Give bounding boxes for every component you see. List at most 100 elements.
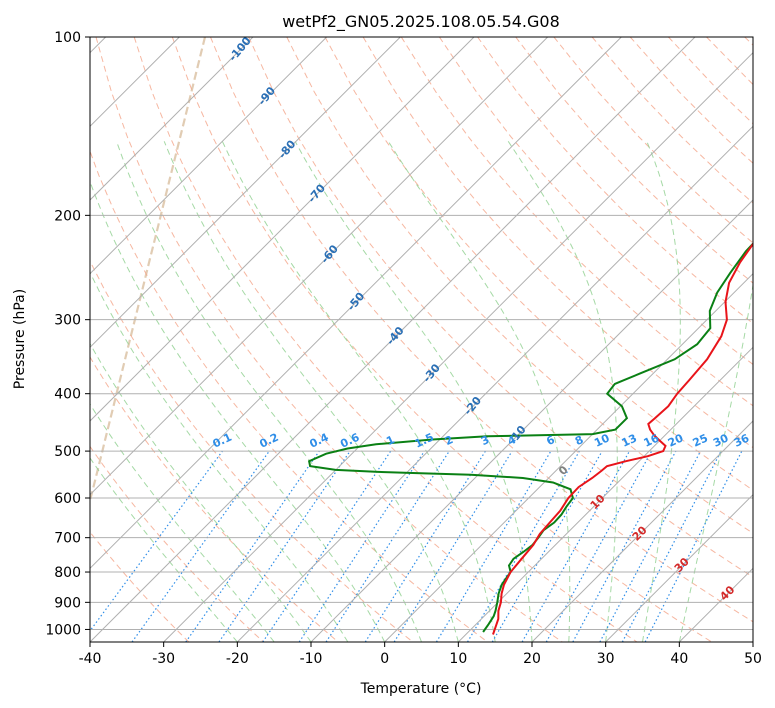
moist-adiabat [221,141,496,642]
dry-adiabat [744,37,753,46]
moist-adiabat [387,141,571,642]
dry-adiabat [90,149,488,642]
mixing-ratio-label: 30 [711,431,731,449]
mixing-ratio-line [262,450,392,642]
mixing-ratio-line [90,450,223,632]
title-layer: wetPf2_GN05.2025.108.05.54.G08 [282,12,560,32]
y-tick-label: 400 [54,387,81,403]
dry-adiabat [438,37,753,366]
y-tick-label: 300 [54,313,81,329]
x-tick-label: -10 [300,651,323,667]
mixing-ratio-line [218,450,351,642]
dry-adiabat [95,37,563,642]
isotherm-line [605,493,753,642]
x-axis-title: Temperature (°C) [360,681,482,697]
isotherm-line [90,37,475,422]
dry-adiabat [90,445,264,642]
mixing-ratio-label: 25 [691,432,710,450]
plot-frame [89,36,754,643]
mixing-ratio-line [466,450,580,642]
y-tick-label: 200 [54,208,81,224]
mixing-ratio-line [644,450,743,642]
y-tick-label: 500 [54,444,81,460]
dewpoint-line [307,242,753,633]
mixing-ratio-label: 2 [443,433,455,448]
mixing-ratio-line [325,450,450,642]
dry-adiabat [90,259,414,642]
mixing-ratio-label: 36 [732,431,752,449]
x-tick-label: 20 [523,651,541,667]
mixing-ratio-line [545,450,653,642]
dry-adiabat [133,37,638,642]
wet-bulb-zero-label: 0 [556,463,571,478]
isotherm-line [90,37,622,570]
mixing-ratio-label: 8 [573,433,585,448]
dry-adiabat [668,37,753,125]
grid-lines [90,37,753,642]
tan-curve [90,37,207,506]
isotherm-line [678,567,753,642]
dry-adiabat [324,37,753,491]
mixing-ratio-label: 0.2 [257,431,280,451]
dry-adiabat-label: 40 [717,583,737,603]
dry-adiabat-label: 20 [630,523,650,543]
mixing-ratio-line [435,450,552,642]
x-tick-label: 40 [670,651,688,667]
mixing-ratio-label: 13 [620,432,639,450]
moist-adiabat [116,141,422,642]
isotherm-line [752,641,753,642]
dry-adiabat [706,37,753,86]
isotherm-line [90,37,328,275]
moist-adiabat [90,271,349,642]
x-tick-label: 30 [597,651,615,667]
chart-title: wetPf2_GN05.2025.108.05.54.G08 [282,12,560,32]
x-tick-label: 10 [449,651,467,667]
dry-adiabat [90,356,339,642]
mixing-ratio-label: 16 [642,431,662,449]
profiles [307,242,753,635]
y-axis-title: Pressure (hPa) [12,289,28,389]
dry-adiabat [591,37,753,204]
mixing-ratio-line [599,450,702,642]
x-tick-label: -40 [79,651,102,667]
mixing-ratio-label: 0.4 [307,431,330,451]
isotherm-line [90,37,696,642]
mixing-ratio-line [298,450,425,642]
isotherm-line [90,37,254,201]
isotherm-line [384,272,753,642]
mixing-ratio-line [491,450,603,642]
dry-adiabat [553,37,753,244]
dry-adiabat [477,37,753,325]
dry-adiabat [210,37,753,623]
y-tick-label: 800 [54,565,81,581]
isotherm-line [236,125,753,642]
temperature-line [492,242,753,635]
mixing-ratio-label: 10 [592,431,612,449]
isotherm-line [90,37,401,349]
isotherm-line [310,199,753,642]
mixing-ratio-label: 0.1 [211,431,234,451]
isopleth-labels: -100-90-80-70-60-50-40-30-20-100.1 0.2 0.4… [211,34,752,603]
x-tick-label: -30 [152,651,175,667]
y-tick-label: 600 [54,491,81,507]
mixing-ratio-label: 20 [666,431,686,449]
isotherm-line [531,420,753,642]
isotherm-line [163,51,753,642]
dry-adiabat [171,37,712,642]
y-tick-label: 700 [54,531,81,547]
mixing-ratio-line [393,450,513,642]
axes: -40 -30 -20 -10 0 10 20 30 40 5010020030040050060… [45,30,762,667]
y-tick-label: 100 [54,30,81,46]
mixing-ratio-line [572,450,677,642]
dry-adiabat [90,531,190,642]
mixing-ratio-line [521,450,631,642]
x-tick-label: 0 [380,651,389,667]
isotherm-line [90,37,549,496]
y-tick-label: 900 [54,595,81,611]
y-tick-label: 1000 [45,622,81,638]
x-tick-label: -20 [226,651,249,667]
mixing-ratio-label: 1 [384,433,396,448]
isotherm-line [457,346,753,642]
mixing-ratio-line [185,450,320,642]
